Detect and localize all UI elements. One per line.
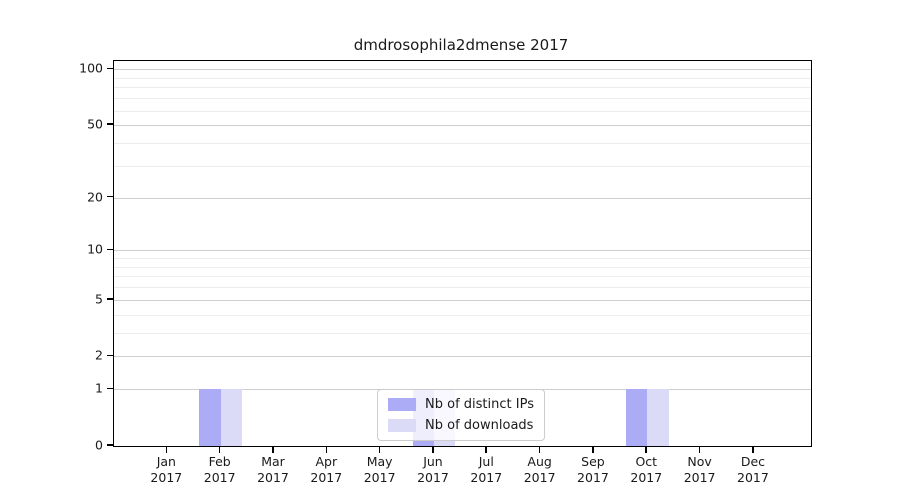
legend-label-nb-of-downloads: Nb of downloads	[425, 418, 534, 433]
x-tick-label-oct: Oct 2017	[630, 454, 663, 486]
y-gridline-minor-90	[114, 77, 811, 79]
y-gridline-minor-4	[114, 314, 811, 316]
legend-swatch-nb-of-distinct-ips	[388, 398, 417, 411]
x-tick-label-aug: Aug 2017	[523, 454, 556, 486]
x-tick-may	[378, 447, 381, 453]
x-tick-label-nov: Nov 2017	[683, 454, 716, 486]
y-gridline-minor-30	[114, 165, 811, 167]
y-tick-5	[107, 298, 113, 300]
x-tick-sep	[592, 447, 594, 453]
x-tick-nov	[698, 447, 701, 453]
y-gridline-100	[114, 69, 811, 71]
x-tick-jan	[165, 447, 168, 453]
y-tick-2	[107, 354, 113, 357]
y-tick-10	[107, 248, 113, 251]
y-gridline-5	[114, 299, 811, 301]
x-tick-label-apr: Apr 2017	[310, 454, 343, 486]
y-tick-label-2: 2	[95, 347, 103, 363]
y-gridline-50	[114, 125, 811, 127]
bar-nb-of-downloads-feb	[220, 389, 242, 446]
x-tick-jul	[485, 447, 488, 453]
x-tick-dec	[752, 447, 754, 453]
x-tick-jun	[432, 447, 434, 453]
y-tick-0	[107, 444, 113, 446]
x-tick-label-feb: Feb 2017	[203, 454, 236, 486]
y-gridline-2	[114, 356, 811, 358]
y-tick-20	[107, 195, 113, 198]
y-gridline-minor-8	[114, 266, 811, 268]
y-tick-label-0: 0	[95, 437, 103, 453]
x-tick-label-jun: Jun 2017	[417, 454, 449, 486]
y-tick-label-100: 100	[79, 60, 103, 76]
x-tick-label-may: May 2017	[363, 454, 396, 486]
bar-nb-of-distinct-ips-oct	[625, 389, 648, 446]
legend-item-nb-of-downloads: Nb of downloads	[388, 418, 534, 433]
x-tick-apr	[325, 447, 328, 453]
y-gridline-minor-7	[114, 276, 811, 278]
legend-item-nb-of-distinct-ips: Nb of distinct IPs	[388, 397, 534, 412]
x-tick-mar	[272, 447, 274, 453]
y-tick-label-20: 20	[87, 189, 103, 205]
y-gridline-minor-40	[114, 142, 811, 144]
y-gridline-minor-60	[114, 110, 811, 112]
legend: Nb of distinct IPs Nb of downloads	[377, 389, 545, 441]
y-gridline-minor-9	[114, 258, 811, 260]
y-tick-label-10: 10	[87, 241, 103, 257]
legend-swatch-nb-of-downloads	[388, 419, 417, 432]
y-tick-100	[107, 67, 113, 70]
x-tick-label-jul: Jul 2017	[470, 454, 503, 486]
y-gridline-10	[114, 250, 811, 252]
bar-nb-of-downloads-oct	[647, 389, 669, 446]
y-gridline-20	[114, 197, 811, 199]
bar-nb-of-distinct-ips-feb	[199, 389, 221, 446]
chart-title: dmdrosophila2dmense 2017	[353, 36, 569, 54]
x-tick-label-sep: Sep 2017	[577, 454, 609, 486]
x-tick-label-mar: Mar 2017	[257, 454, 289, 486]
y-gridline-minor-70	[114, 98, 811, 100]
y-tick-1	[107, 387, 113, 390]
y-gridline-minor-3	[114, 332, 811, 334]
x-tick-label-jan: Jan 2017	[150, 454, 183, 486]
x-tick-oct	[645, 447, 648, 453]
x-tick-feb	[218, 447, 221, 453]
x-tick-aug	[538, 447, 541, 453]
y-tick-label-5: 5	[95, 291, 103, 307]
y-tick-label-1: 1	[95, 380, 103, 396]
legend-label-nb-of-distinct-ips: Nb of distinct IPs	[425, 397, 534, 412]
y-tick-50	[107, 123, 113, 125]
x-tick-label-dec: Dec 2017	[737, 454, 769, 486]
y-gridline-minor-6	[114, 287, 811, 289]
y-tick-label-50: 50	[87, 116, 103, 132]
y-gridline-minor-80	[114, 87, 811, 89]
